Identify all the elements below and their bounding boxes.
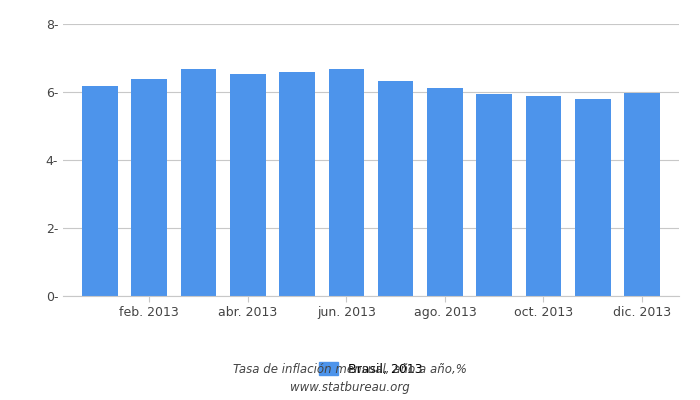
Bar: [279, 72, 315, 296]
Text: www.statbureau.org: www.statbureau.org: [290, 382, 410, 394]
Bar: [181, 69, 216, 296]
Bar: [82, 86, 118, 296]
Bar: [526, 96, 561, 296]
Bar: [427, 88, 463, 296]
Bar: [575, 99, 610, 296]
Bar: [624, 93, 660, 296]
Bar: [328, 68, 364, 296]
Legend: Brasil, 2013: Brasil, 2013: [319, 362, 423, 376]
Bar: [477, 94, 512, 296]
Bar: [132, 80, 167, 296]
Text: Tasa de inflación mensual, año a año,%: Tasa de inflación mensual, año a año,%: [233, 364, 467, 376]
Bar: [378, 81, 414, 296]
Bar: [230, 74, 265, 296]
